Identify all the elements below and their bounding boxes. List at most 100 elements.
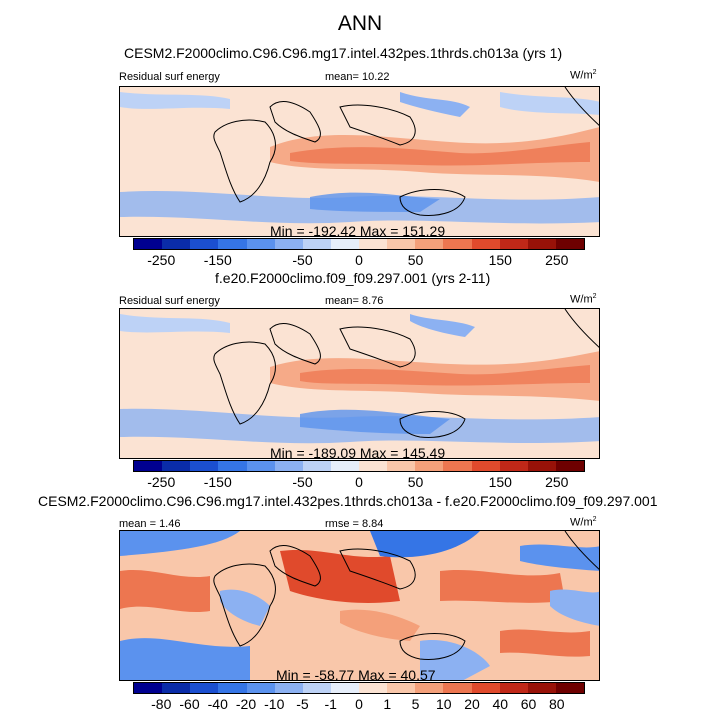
panel-3-colorbar-ticks: -80 -60 -40 -20 -10 -5 -1 0 1 5 10 20 40 60 80 — [133, 696, 585, 712]
colorbar-tick-label: 60 — [520, 696, 537, 712]
colorbar-swatch — [499, 683, 528, 693]
colorbar-swatch — [359, 239, 388, 249]
panel-2-title: f.e20.F2000climo.f09_f09.297.001 (yrs 2-… — [215, 270, 491, 286]
colorbar-swatch — [415, 461, 444, 471]
colorbar-swatch — [134, 239, 163, 249]
colorbar-tick-label: -250 — [147, 252, 176, 268]
tropical-warm-band — [270, 351, 599, 401]
panel-2-mean: mean= 8.76 — [325, 295, 383, 307]
colorbar-swatch — [218, 239, 247, 249]
colorbar-swatch — [555, 239, 584, 249]
coastlines — [213, 531, 599, 660]
colorbar-swatch — [387, 461, 416, 471]
colorbar-swatch — [330, 683, 359, 693]
colorbar-swatch — [302, 239, 331, 249]
colorbar-swatch — [499, 239, 528, 249]
colorbar-swatch — [527, 239, 556, 249]
panel-1-map — [119, 86, 600, 237]
panel-2-colorbar-ticks: -250 -150 -50 0 50 150 250 — [133, 474, 585, 490]
warm-anomalies — [120, 549, 590, 657]
colorbar-swatch — [330, 461, 359, 471]
colorbar-swatch — [359, 683, 388, 693]
northern-cool-patches — [120, 92, 599, 117]
panel-1-units-base: W/m — [570, 69, 593, 82]
colorbar-tick-label: 40 — [492, 696, 509, 712]
panel-1-colorbar-ticks: -250 -150 -50 0 50 150 250 — [133, 252, 585, 268]
colorbar-tick-label: -10 — [264, 696, 285, 712]
colorbar-tick-label: -20 — [235, 696, 257, 712]
colorbar-tick-label: 50 — [407, 252, 424, 268]
colorbar-tick-label: -50 — [292, 474, 313, 490]
panel-3-title: CESM2.F2000climo.C96.C96.mg17.intel.432p… — [38, 493, 658, 509]
panel-3-units-exp: 2 — [592, 516, 597, 523]
colorbar-swatch — [443, 461, 472, 471]
colorbar-tick-label: 10 — [435, 696, 452, 712]
colorbar-tick-label: -40 — [207, 696, 228, 712]
panel-1-mean-value: 10.22 — [362, 71, 390, 83]
colorbar-swatch — [302, 683, 331, 693]
colorbar-swatch — [499, 461, 528, 471]
panel-1-units: W/m2 — [570, 69, 597, 82]
panel-1-variable: Residual surf energy — [119, 71, 220, 83]
colorbar-swatch — [302, 461, 331, 471]
colorbar-swatch — [527, 683, 556, 693]
southern-cool-band — [120, 408, 599, 444]
panel-2-colorbar — [133, 460, 585, 472]
colorbar-swatch — [527, 461, 556, 471]
colorbar-swatch — [443, 683, 472, 693]
colorbar-swatch — [162, 239, 191, 249]
colorbar-tick-label: 0 — [355, 696, 363, 712]
panel-2-stats: Min = -189.09 Max = 145.49 — [270, 445, 446, 461]
colorbar-swatch — [359, 461, 388, 471]
panel-3-rmse: rmse = 8.84 — [325, 518, 383, 530]
colorbar-swatch — [330, 239, 359, 249]
colorbar-swatch — [134, 683, 163, 693]
panel-2-mean-value: 8.76 — [362, 295, 384, 307]
colorbar-swatch — [387, 683, 416, 693]
colorbar-tick-label: 50 — [407, 474, 424, 490]
colorbar-swatch — [274, 461, 303, 471]
colorbar-swatch — [555, 461, 584, 471]
colorbar-tick-label: -80 — [151, 696, 172, 712]
colorbar-swatch — [134, 461, 163, 471]
colorbar-tick-label: -250 — [147, 474, 176, 490]
colorbar-tick-label: -60 — [179, 696, 200, 712]
colorbar-swatch — [246, 239, 275, 249]
colorbar-swatch — [387, 239, 416, 249]
panel-3-mean-label: mean = — [119, 518, 156, 530]
panel-2-units: W/m2 — [570, 293, 597, 306]
northern-cool-patches — [120, 314, 475, 337]
colorbar-tick-label: 250 — [545, 252, 569, 268]
colorbar-swatch — [415, 683, 444, 693]
colorbar-tick-label: -50 — [292, 252, 313, 268]
colorbar-swatch — [190, 461, 219, 471]
colorbar-tick-label: 1 — [383, 696, 392, 712]
colorbar-tick-label: 80 — [548, 696, 565, 712]
colorbar-swatch — [443, 239, 472, 249]
panel-3-colorbar — [133, 682, 585, 694]
panel-3-units: W/m2 — [570, 516, 597, 529]
cool-anomalies — [120, 531, 599, 680]
colorbar-swatch — [218, 683, 247, 693]
panel-3-mean: mean = 1.46 — [119, 518, 180, 530]
panel-1-mean: mean= 10.22 — [325, 71, 390, 83]
colorbar-tick-label: 5 — [411, 696, 420, 712]
colorbar-swatch — [218, 461, 247, 471]
panel-2-map — [119, 308, 600, 459]
colorbar-swatch — [246, 461, 275, 471]
panel-1-title: CESM2.F2000climo.C96.C96.mg17.intel.432p… — [124, 45, 563, 61]
colorbar-swatch — [471, 461, 500, 471]
panel-1-stats: Min = -192.42 Max = 151.29 — [270, 223, 446, 239]
colorbar-tick-label: -150 — [203, 252, 232, 268]
panel-3-map — [119, 530, 600, 681]
colorbar-tick-label: -5 — [296, 696, 309, 712]
panel-3-units-base: W/m — [570, 516, 593, 529]
panel-3-rmse-label: rmse = — [325, 518, 359, 530]
colorbar-tick-label: -150 — [203, 474, 232, 490]
panel-2-units-exp: 2 — [592, 293, 597, 300]
colorbar-swatch — [274, 239, 303, 249]
panel-3-rmse-value: 8.84 — [362, 518, 384, 530]
colorbar-swatch — [162, 683, 191, 693]
page-title: ANN — [337, 12, 383, 35]
coastlines — [213, 309, 599, 438]
